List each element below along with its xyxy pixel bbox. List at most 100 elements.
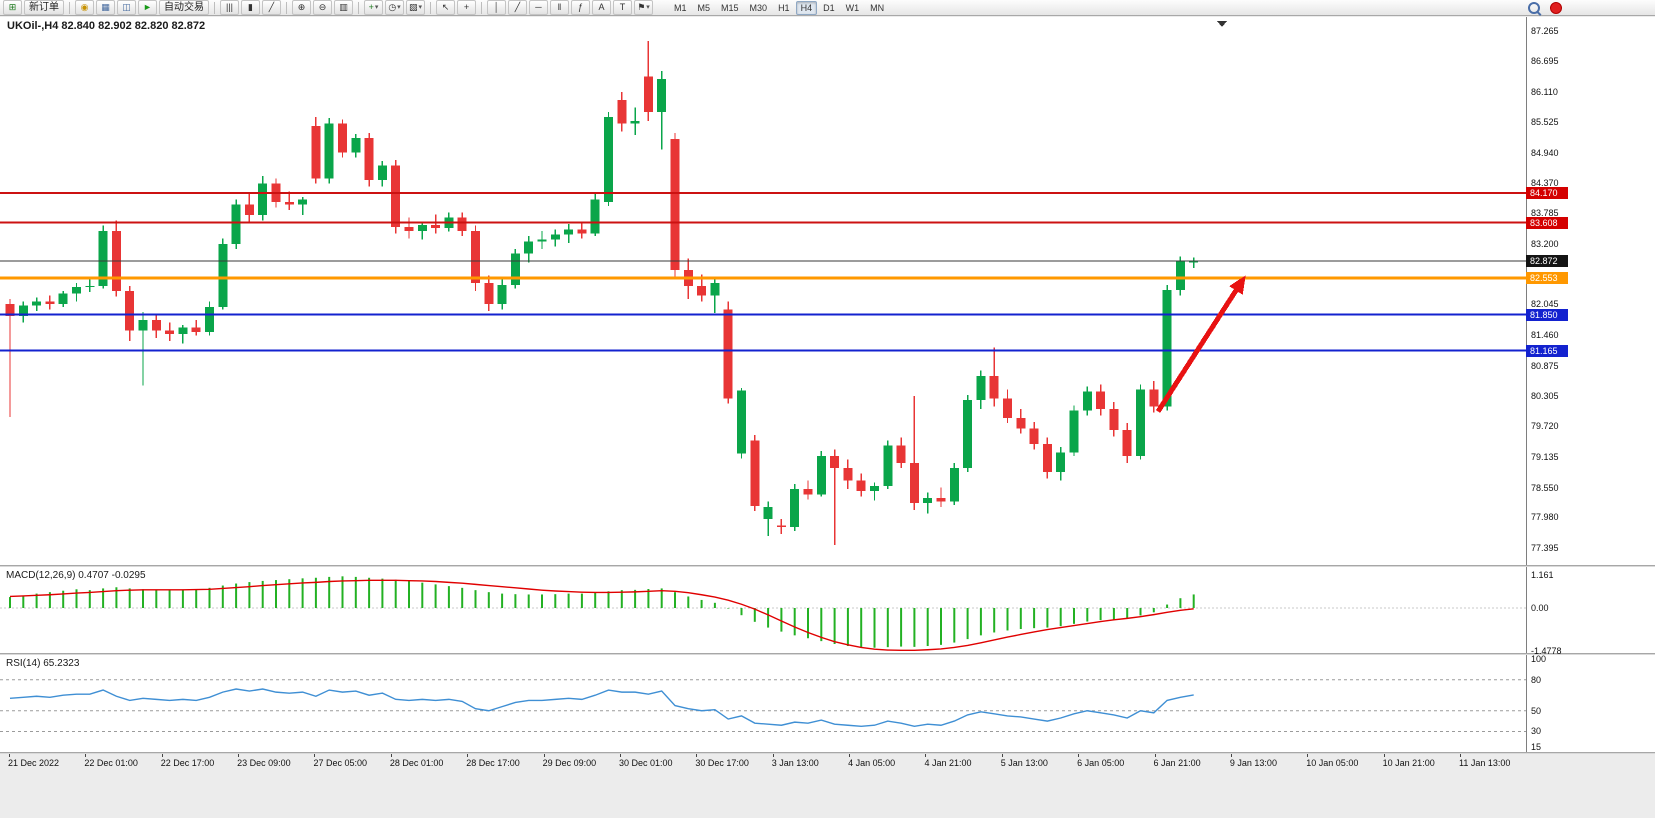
candle	[404, 217, 414, 239]
timeframe-m5[interactable]: M5	[697, 2, 711, 13]
crosshair-icon[interactable]: +	[457, 0, 476, 15]
zoom-in-icon[interactable]: ⊕	[292, 0, 311, 15]
zoom-out-icon[interactable]: ⊖	[313, 0, 332, 15]
text-icon[interactable]: A	[592, 0, 611, 15]
candle	[1109, 402, 1119, 437]
price-tick-label: 77.980	[1531, 512, 1559, 523]
time-tick	[314, 754, 316, 757]
candle	[32, 297, 42, 311]
time-axis-label: 22 Dec 01:00	[84, 758, 138, 768]
price-axis[interactable]: 87.265 86.695 86.110 85.525 84.940 84.370 83.7…	[1526, 17, 1655, 752]
timeframe-m15[interactable]: M15	[721, 2, 739, 13]
market-watch-icon[interactable]: ◉	[75, 0, 94, 15]
macd-panel[interactable]	[0, 567, 1526, 653]
fibonacci-icon[interactable]: ƒ	[571, 0, 590, 15]
candle	[510, 249, 520, 289]
plot-background	[0, 17, 1526, 752]
indicators-icon[interactable]: + ▾	[364, 0, 383, 15]
cursor-icon[interactable]: ↖	[436, 0, 455, 15]
candle	[1149, 381, 1159, 413]
search-icon[interactable]	[1525, 1, 1542, 14]
timeframe-m1[interactable]: M1	[674, 2, 687, 13]
candle	[896, 437, 906, 469]
price-tick-label: 80.875	[1531, 360, 1559, 371]
candle	[377, 161, 387, 187]
candle	[883, 440, 893, 490]
time-axis-label: 11 Jan 13:00	[1459, 758, 1511, 768]
price-tick-label: 83.785	[1531, 208, 1559, 219]
time-axis-label: 30 Dec 17:00	[695, 758, 749, 768]
candle	[45, 295, 55, 310]
candle	[205, 301, 214, 336]
price-tick-label: 86.110	[1531, 86, 1558, 97]
candle	[1016, 408, 1026, 434]
candle	[1136, 384, 1145, 460]
price-tick-label: 86.695	[1531, 55, 1559, 66]
rsi-line[interactable]	[9, 688, 1194, 727]
line-chart-icon[interactable]: ╱	[262, 0, 281, 15]
price-tick-label: 78.550	[1531, 482, 1559, 493]
auto-trading-icon[interactable]: ►	[138, 0, 157, 15]
time-axis-label: 4 Jan 21:00	[924, 758, 972, 768]
panel-separator[interactable]	[0, 653, 1655, 655]
navigator-icon[interactable]: ◫	[117, 0, 136, 15]
timeframe-h4[interactable]: H4	[795, 0, 818, 15]
toolbar: ⊞ 新订单 ◉ ▦ ◫ ► 自动交易 ||| ▮ ╱ ⊕ ⊖ ▥ + ▾ ◷ ▾ ▧ ▾ ↖ + │ ╱ ─ ‖ ƒ A T ⚑ ▾ M1…	[0, 0, 1655, 16]
periods-icon[interactable]: ◷ ▾	[385, 0, 404, 15]
candle	[1175, 256, 1185, 296]
annotation-arrow[interactable]	[1155, 275, 1246, 413]
time-tick	[1460, 754, 1462, 757]
timeframe-d1[interactable]: D1	[823, 2, 835, 13]
candle	[923, 492, 933, 514]
equidistant-channel-icon[interactable]: ‖	[550, 0, 569, 15]
candle	[630, 107, 640, 135]
candle	[311, 117, 321, 184]
tile-windows-icon[interactable]: ▥	[334, 0, 353, 15]
macd-scale-label: 0.00	[1531, 603, 1549, 613]
time-axis-label: 6 Jan 05:00	[1077, 758, 1125, 768]
timeframe-w1[interactable]: W1	[845, 2, 860, 13]
price-tick-label: 87.265	[1531, 26, 1559, 36]
candle	[58, 291, 68, 307]
time-axis-label: 28 Dec 17:00	[466, 758, 520, 768]
candle	[803, 480, 813, 500]
templates-icon[interactable]: ▧ ▾	[406, 0, 425, 15]
candle	[816, 450, 826, 497]
time-axis-label: 9 Jan 13:00	[1229, 758, 1277, 768]
horizontal-line-icon[interactable]: ─	[529, 0, 548, 15]
candle	[524, 236, 534, 263]
price-tick-label: 84.940	[1531, 147, 1559, 158]
candle	[484, 275, 494, 311]
auto-trading-button[interactable]: 自动交易	[159, 0, 209, 15]
notification-dot[interactable]	[1550, 1, 1562, 14]
macd-signal-line[interactable]	[9, 579, 1194, 652]
candle	[258, 175, 268, 221]
candle	[856, 473, 866, 497]
candle	[364, 132, 374, 187]
time-tick	[1154, 754, 1156, 757]
price-chart[interactable]	[0, 17, 1526, 565]
shapes-icon[interactable]: ⚑ ▾	[634, 0, 653, 15]
label-icon[interactable]: T	[613, 0, 632, 15]
candle	[949, 462, 959, 505]
panel-separator[interactable]	[0, 565, 1655, 567]
vertical-line-icon[interactable]: │	[487, 0, 506, 15]
new-order-button[interactable]: 新订单	[24, 0, 64, 15]
candles-chart-icon[interactable]: ▮	[241, 0, 260, 15]
bars-chart-icon[interactable]: |||	[220, 0, 239, 15]
time-axis-label: 23 Dec 09:00	[237, 758, 291, 768]
rsi-panel[interactable]	[0, 655, 1526, 752]
panel-separator[interactable]	[0, 752, 1655, 754]
candle	[497, 279, 507, 310]
timeframe-mn[interactable]: MN	[870, 2, 885, 13]
trendline-icon[interactable]: ╱	[508, 0, 527, 15]
charts-icon[interactable]: ▦	[96, 0, 115, 15]
price-tick-label: 77.395	[1531, 543, 1559, 553]
timeframe-h1[interactable]: H1	[778, 2, 790, 13]
price-tick-label: 84.370	[1531, 177, 1559, 188]
price-badge: 84.170	[1526, 187, 1568, 200]
candle	[431, 214, 441, 234]
time-axis[interactable]: 21 Dec 2022 22 Dec 01:00 22 Dec 17:00 23 De…	[0, 754, 1655, 770]
timeframe-m30[interactable]: M30	[749, 2, 768, 13]
new-order-icon[interactable]: ⊞	[3, 0, 22, 15]
